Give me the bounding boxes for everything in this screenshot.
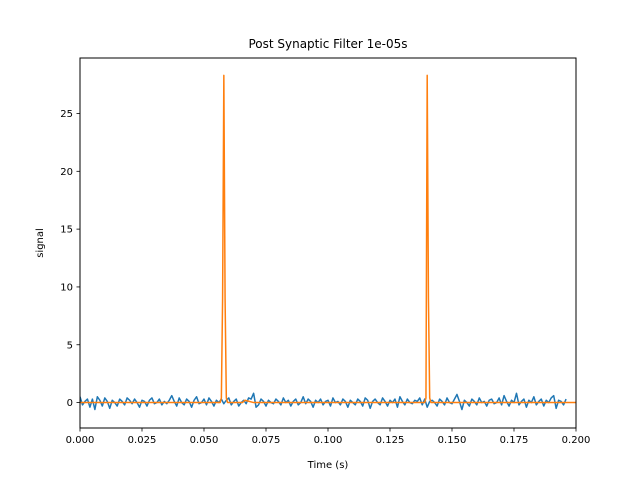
y-tick-label: 5 bbox=[67, 340, 73, 351]
x-axis-ticks: 0.000 0.025 0.050 0.075 0.100 0.125 0.150 0.175… bbox=[66, 428, 591, 446]
x-tick-label: 0.075 bbox=[252, 435, 281, 446]
y-tick-label: 10 bbox=[60, 282, 73, 293]
y-tick-label: 0 bbox=[67, 398, 73, 409]
y-tick-label: 20 bbox=[60, 167, 73, 178]
y-axis-label: signal bbox=[35, 228, 46, 258]
plot-frame bbox=[79, 57, 577, 429]
x-tick-label: 0.150 bbox=[438, 435, 467, 446]
y-axis-ticks: 0 5 10 15 20 25 bbox=[60, 109, 80, 409]
x-tick-label: 0.200 bbox=[562, 435, 591, 446]
x-tick-label: 0.000 bbox=[66, 435, 95, 446]
x-tick-label: 0.025 bbox=[128, 435, 157, 446]
chart-title: Post Synaptic Filter 1e-05s bbox=[248, 37, 407, 51]
x-tick-label: 0.125 bbox=[376, 435, 405, 446]
y-tick-label: 15 bbox=[60, 225, 73, 236]
x-axis-label: Time (s) bbox=[307, 460, 349, 471]
x-tick-label: 0.100 bbox=[314, 435, 343, 446]
series-line-2 bbox=[80, 74, 576, 404]
series-layer bbox=[80, 74, 576, 411]
x-tick-label: 0.050 bbox=[190, 435, 219, 446]
x-tick-label: 0.175 bbox=[500, 435, 529, 446]
y-tick-label: 25 bbox=[60, 109, 73, 120]
